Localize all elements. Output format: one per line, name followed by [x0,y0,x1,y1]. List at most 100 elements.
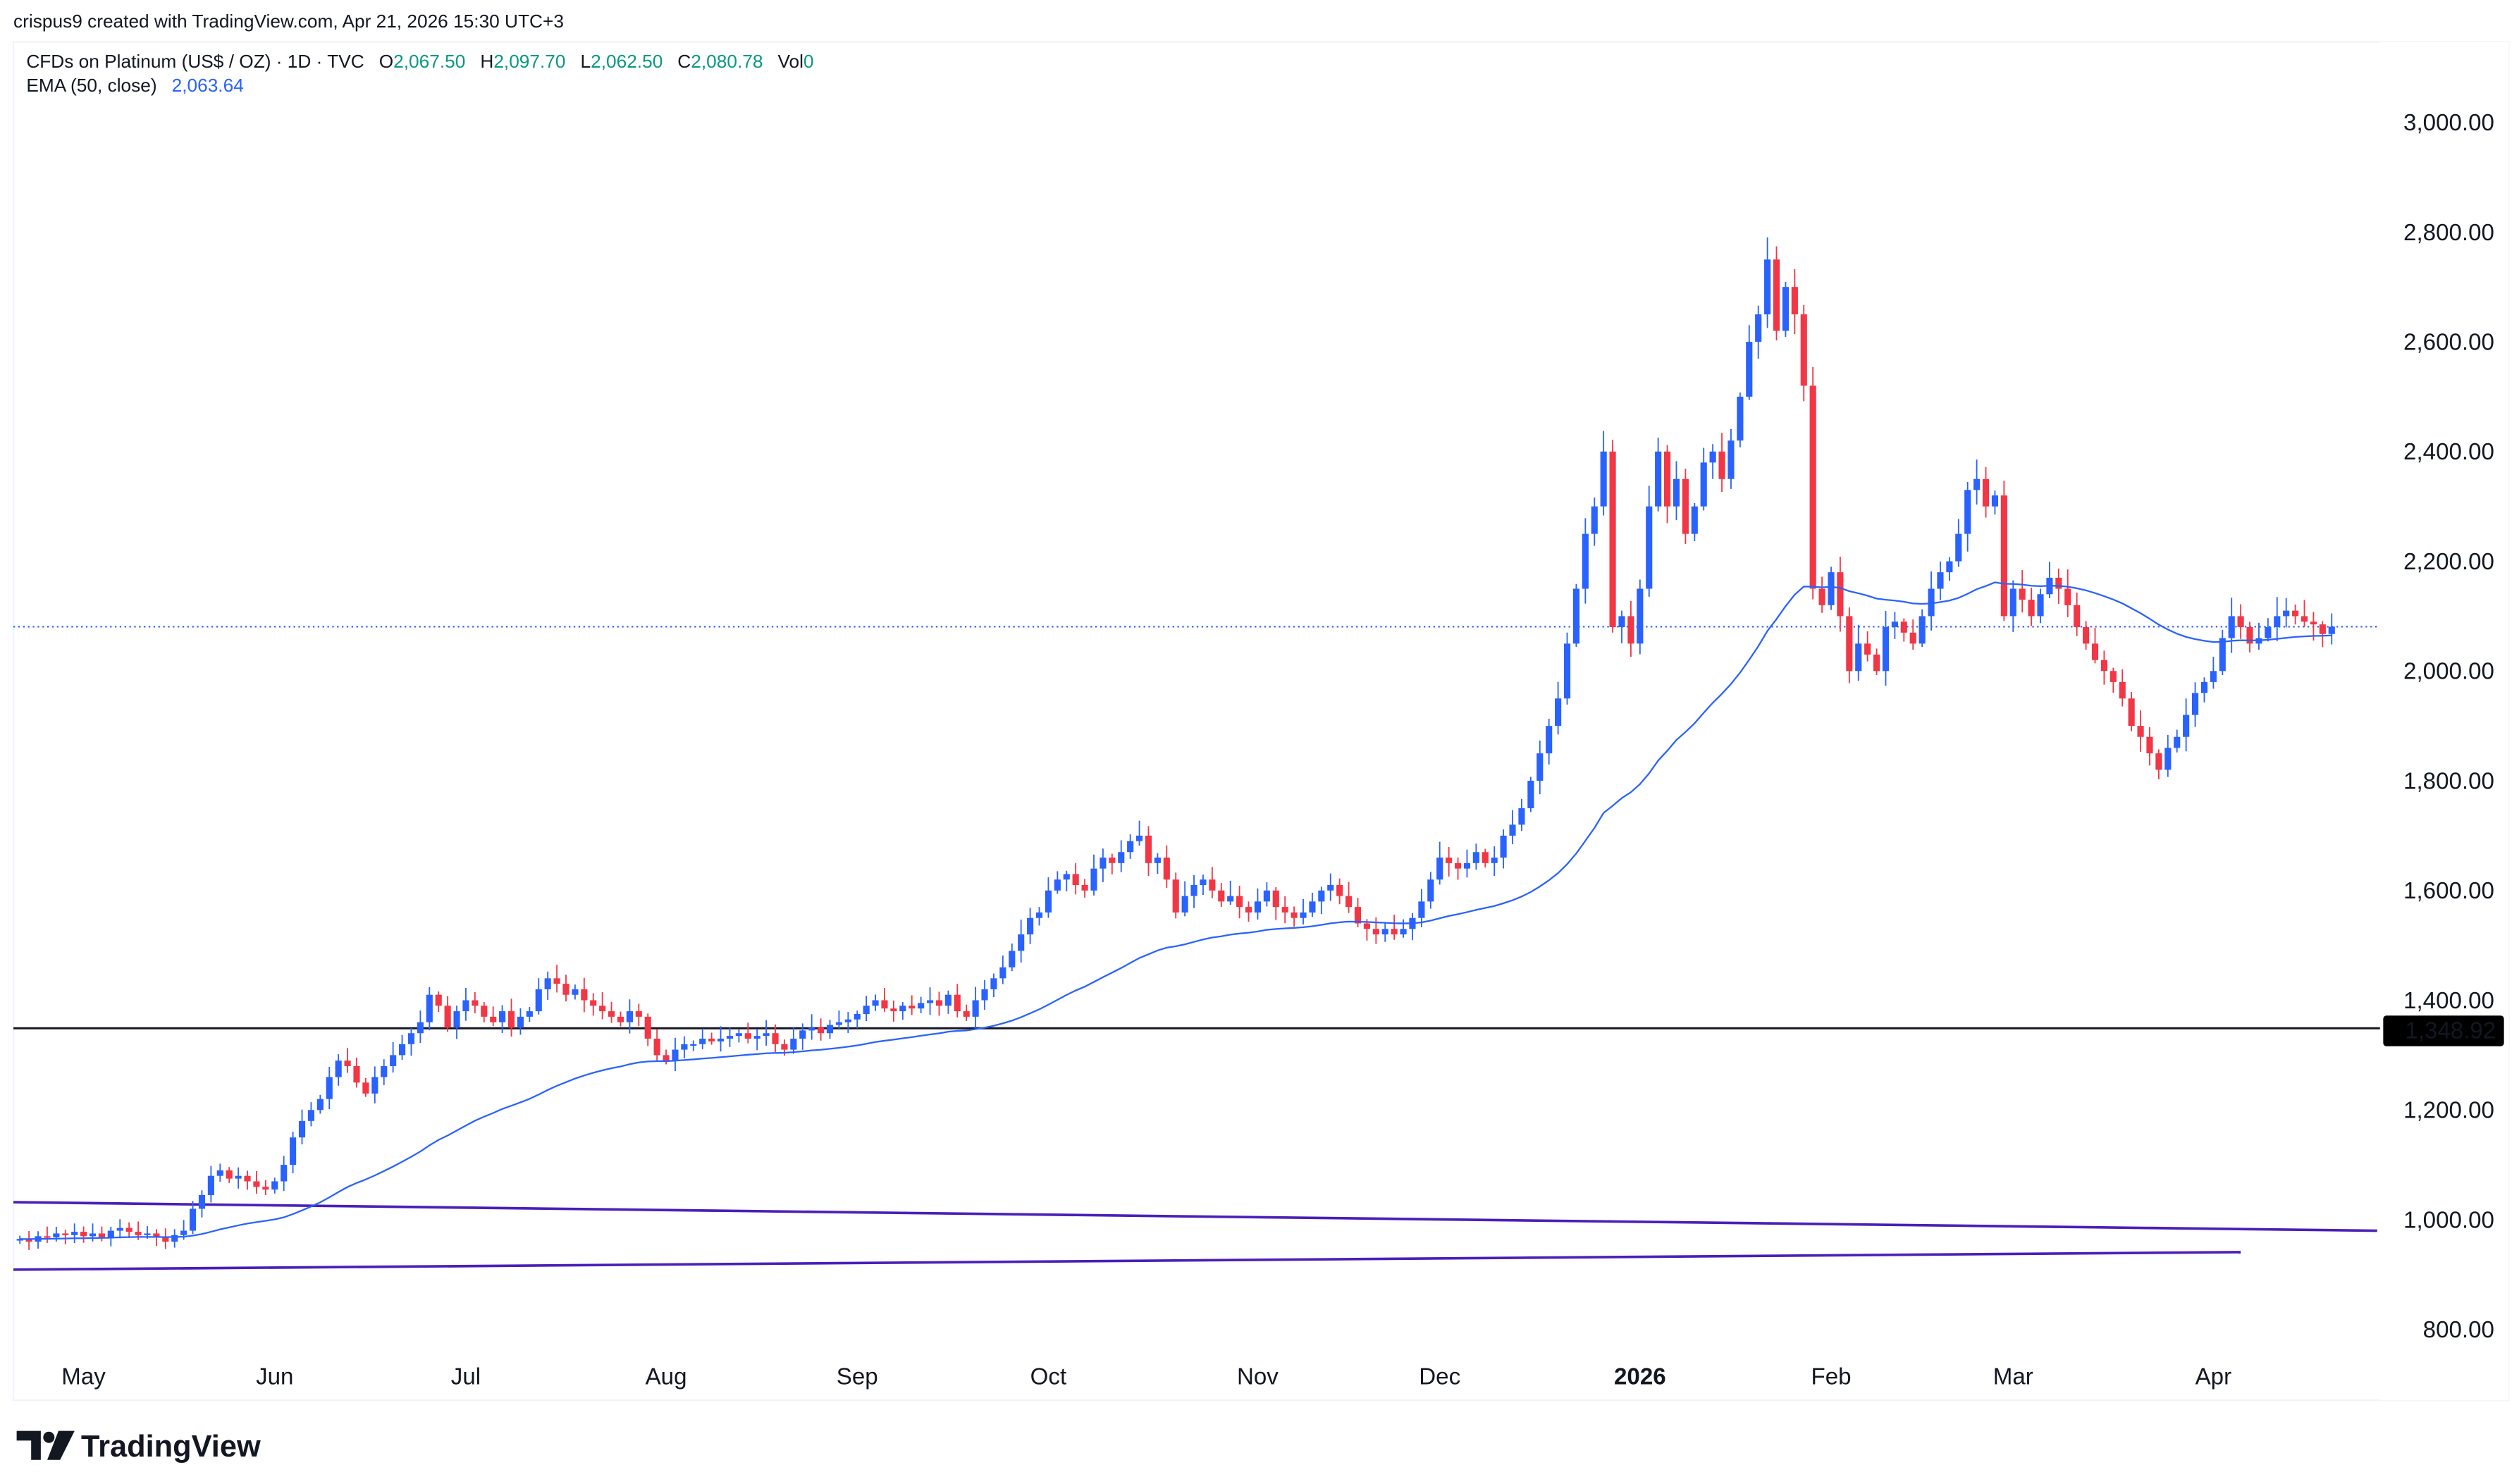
candle [1709,444,1716,479]
candle-body [863,1006,870,1014]
candle-body [135,1232,142,1235]
candle-body [909,1006,916,1009]
x-tick-label: Mar [1993,1364,2033,1390]
candle-body [1618,616,1625,627]
candle [162,1228,169,1249]
candle [1700,447,1707,511]
candle-body [407,1033,415,1044]
candle [553,965,560,993]
candle-body [171,1235,178,1242]
candle [462,987,469,1021]
candle [481,1001,488,1022]
candle [2037,588,2044,624]
candle [681,1036,688,1058]
candle-body [2191,693,2199,715]
candle [98,1226,105,1242]
candle [517,1008,524,1035]
candle-body [2328,626,2335,634]
candle-body [1809,385,1816,589]
candle [1673,461,1680,521]
candle [344,1048,351,1073]
candle-body [572,989,579,995]
candle-body [1236,896,1243,908]
candle-body [444,1006,451,1028]
candle [1300,898,1307,925]
candle [1381,922,1388,942]
candle [1436,841,1443,885]
trendline-upper [13,1201,2377,1232]
candle [107,1226,114,1247]
candle-body [499,1011,506,1022]
candle-body [253,1181,260,1187]
candle [1891,612,1898,639]
candle [2155,749,2162,779]
candle [1555,681,1562,735]
candle-body [244,1175,251,1182]
candle-body [507,1011,515,1028]
candle-body [1864,643,1871,655]
candle-body [226,1170,233,1179]
candle-body [1336,884,1343,896]
time-axis[interactable]: May Jun Jul Aug Sep Oct Nov Dec 2026 Feb Mar Apr [61,1364,2231,1390]
candle-body [472,1000,479,1006]
candle-body [116,1228,123,1231]
candle-body [2310,622,2317,625]
candle [2128,691,2135,731]
candle-body [653,1039,660,1056]
candle [1682,469,1689,545]
candle-body [1982,478,1990,507]
price-axis[interactable]: 3,000.00 2,800.00 2,600.00 2,400.00 2,200.00… [2379,42,2509,1401]
candle-body [1227,896,1234,902]
candle [599,991,606,1020]
candle-body [1218,890,1225,902]
candle-body [1800,314,1807,386]
candle [2301,600,2308,627]
x-tick-label: May [61,1364,106,1390]
candle [2246,622,2253,653]
candle-body [153,1233,160,1237]
candle [335,1054,342,1086]
candle [1472,843,1479,870]
candle [444,996,451,1032]
x-tick-label: Sep [837,1364,878,1390]
candle [899,1001,906,1020]
candle [116,1219,123,1239]
candle [1928,571,1935,631]
candle-body [2055,577,2062,589]
candle-body [1909,632,1916,644]
candle-body [590,1000,597,1006]
candle-body [753,1036,760,1039]
price-label-text: 1,348.92 [2405,1018,2496,1044]
candle [1873,648,1880,675]
candle-body [1190,884,1197,896]
candle-body [1436,858,1443,880]
candle [1663,445,1671,524]
candle-body [1154,858,1161,863]
candle [617,1011,624,1027]
candle-body [1472,852,1479,863]
candle-body [1381,929,1388,935]
candle-body [553,978,560,984]
candle-body [180,1230,187,1235]
candle-body [1918,616,1926,644]
candle-body [1035,912,1043,918]
candle [735,1029,742,1043]
candle-body [1363,923,1370,929]
candle [2265,618,2272,642]
candle-body [1446,858,1453,863]
candle [125,1222,133,1239]
candle [2164,735,2172,777]
candle-body [690,1044,697,1046]
candle-body [481,1006,488,1017]
candle [1227,880,1234,905]
candle [226,1167,233,1183]
candle [790,1027,797,1054]
candle-body [799,1030,806,1039]
candle-body [1764,259,1771,315]
candle [1800,304,1807,402]
candle [1818,576,1825,613]
candle-body [2119,681,2126,699]
candle-body [335,1061,342,1077]
candle-body [681,1044,688,1050]
